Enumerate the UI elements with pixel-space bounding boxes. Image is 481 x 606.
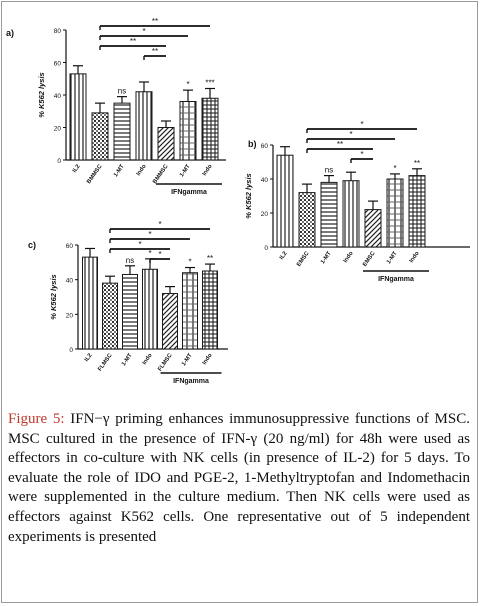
significance-label: * bbox=[393, 164, 396, 173]
y-tick-label: 40 bbox=[261, 177, 269, 184]
bar bbox=[298, 192, 316, 248]
panel-label: c) bbox=[28, 240, 36, 250]
bracket-label: ** bbox=[337, 140, 343, 149]
y-tick-label: 60 bbox=[54, 61, 62, 68]
category-label: EMSC bbox=[362, 250, 377, 268]
bracket-label: * bbox=[360, 120, 363, 129]
y-tick-label: 40 bbox=[66, 278, 74, 285]
category-label: IL2 bbox=[84, 353, 94, 363]
y-axis-label: % K562 lysis bbox=[244, 173, 253, 218]
chart-panel-a: a) 0 20 40 60 80 % K562 lysis IL2 BMMSC ns 1-MT Ind… bbox=[6, 17, 226, 196]
y-tick-label: 80 bbox=[54, 28, 62, 35]
y-tick-label: 0 bbox=[264, 245, 268, 252]
bar bbox=[142, 268, 158, 350]
bracket-label: * bbox=[158, 250, 161, 259]
bar bbox=[386, 178, 404, 248]
y-axis-label: % K562 lysis bbox=[37, 72, 46, 117]
bar bbox=[69, 73, 87, 161]
significance-label: ns bbox=[118, 87, 126, 96]
significance-label: * bbox=[188, 258, 191, 267]
category-label: 1-MT bbox=[121, 352, 134, 367]
group-label: IFNgamma bbox=[378, 276, 414, 283]
category-label: Indo bbox=[343, 250, 355, 264]
figure-caption-text: IFN−γ priming enhances immunosuppressive… bbox=[8, 411, 470, 545]
category-label: Indo bbox=[409, 250, 421, 264]
bar bbox=[320, 181, 338, 248]
category-label: Indo bbox=[202, 352, 214, 366]
y-tick-label: 60 bbox=[66, 243, 74, 250]
y-tick-label: 60 bbox=[261, 143, 269, 150]
category-label: 1-MT bbox=[320, 250, 333, 265]
bracket-label: * bbox=[142, 27, 145, 36]
figure-caption: Figure 5: IFN−γ priming enhances immunos… bbox=[8, 410, 470, 547]
bar bbox=[342, 180, 360, 248]
group-label: IFNgamma bbox=[173, 378, 209, 385]
category-label: FLMSC bbox=[97, 352, 114, 372]
category-label: IL2 bbox=[72, 164, 82, 174]
significance-label: * bbox=[148, 249, 151, 258]
category-label: IL2 bbox=[279, 251, 289, 261]
category-label: EMSC bbox=[296, 250, 311, 268]
group-label: IFNgamma bbox=[171, 189, 207, 196]
bracket-label: ** bbox=[152, 47, 158, 56]
category-label: 1-MT bbox=[113, 163, 126, 178]
bracket-label: * bbox=[360, 150, 363, 159]
category-label: BMMSC bbox=[152, 163, 170, 185]
category-label: Indo bbox=[136, 163, 148, 177]
bar bbox=[135, 91, 153, 161]
category-label: Indo bbox=[202, 163, 214, 177]
significance-label: * bbox=[186, 80, 189, 89]
y-axis-label: % K562 lysis bbox=[49, 274, 58, 319]
chart-panel-b: b) 0 20 40 60 % K562 lysis IL2 EMSC ns 1-MT Indo EM… bbox=[244, 120, 470, 283]
category-label: 1-MT bbox=[179, 163, 192, 178]
category-label: 1-MT bbox=[181, 352, 194, 367]
panel-label: b) bbox=[248, 139, 257, 149]
bracket-label: * bbox=[158, 220, 161, 229]
category-label: 1-MT bbox=[386, 250, 399, 265]
bar bbox=[157, 127, 175, 161]
y-tick-label: 40 bbox=[54, 93, 62, 100]
y-tick-label: 20 bbox=[261, 211, 269, 218]
bar bbox=[122, 273, 138, 350]
figure-label: Figure 5: bbox=[8, 411, 65, 427]
bar bbox=[91, 112, 109, 161]
bar bbox=[82, 256, 98, 350]
panel-label: a) bbox=[6, 28, 14, 38]
bar bbox=[179, 101, 197, 161]
significance-label: ns bbox=[126, 256, 134, 265]
bracket-label: ** bbox=[152, 17, 158, 26]
bar bbox=[364, 209, 382, 248]
significance-label: *** bbox=[205, 79, 214, 88]
bracket-label: ** bbox=[130, 37, 136, 46]
y-tick-label: 20 bbox=[54, 126, 62, 133]
y-tick-label: 0 bbox=[69, 347, 73, 354]
bar bbox=[408, 175, 426, 248]
significance-label: ** bbox=[414, 159, 420, 168]
bracket-label: * bbox=[138, 240, 141, 249]
bar bbox=[102, 282, 118, 350]
bar bbox=[201, 97, 219, 161]
bar bbox=[202, 270, 218, 350]
y-tick-label: 0 bbox=[57, 158, 61, 165]
bar bbox=[162, 293, 178, 350]
bar bbox=[113, 102, 131, 161]
category-label: Indo bbox=[142, 352, 154, 366]
category-label: FLMSC bbox=[157, 352, 174, 372]
bracket-label: * bbox=[148, 230, 151, 239]
bracket-label: * bbox=[349, 130, 352, 139]
bar bbox=[276, 154, 294, 248]
significance-label: ** bbox=[207, 254, 213, 263]
category-label: BMMSC bbox=[86, 163, 104, 185]
significance-label: ns bbox=[325, 166, 333, 175]
bar bbox=[182, 272, 198, 350]
y-tick-label: 20 bbox=[66, 312, 74, 319]
